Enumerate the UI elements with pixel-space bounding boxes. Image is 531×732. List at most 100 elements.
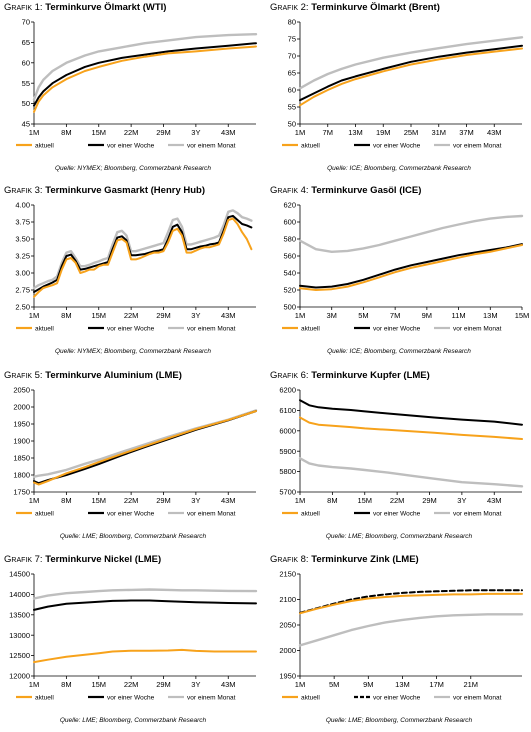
x-tick-label: 22M xyxy=(124,311,139,320)
chart-source: Quelle: LME; Bloomberg, Commerzbank Rese… xyxy=(325,533,473,540)
x-tick-label: 43M xyxy=(221,680,236,689)
y-tick-label: 580 xyxy=(283,235,296,244)
y-tick-label: 50 xyxy=(288,120,296,129)
legend-label-aktuell: aktuell xyxy=(301,142,320,149)
x-tick-label: 9M xyxy=(363,680,373,689)
legend-label-aktuell: aktuell xyxy=(35,142,54,149)
x-tick-label: 15M xyxy=(91,496,106,505)
x-tick-label: 1M xyxy=(295,496,305,505)
series-line-woche xyxy=(33,599,257,611)
y-tick-label: 14000 xyxy=(9,590,30,599)
y-tick-label: 560 xyxy=(283,252,296,261)
series-line-aktuell xyxy=(33,410,257,486)
y-tick-label: 12500 xyxy=(9,651,30,660)
x-tick-label: 29M xyxy=(156,680,171,689)
chart-panel-brent: Grafik 2: Terminkurve Ölmarkt (Brent) 50… xyxy=(270,2,528,180)
series-line-aktuell xyxy=(33,45,257,113)
y-tick-label: 2050 xyxy=(279,621,296,630)
y-tick-label: 500 xyxy=(283,303,296,312)
chart-title: Grafik 8: Terminkurve Zink (LME) xyxy=(270,554,419,565)
legend-label-aktuell: aktuell xyxy=(35,694,54,701)
series-line-monat xyxy=(298,613,524,647)
x-tick-label: 17M xyxy=(429,680,444,689)
y-tick-label: 1900 xyxy=(13,437,30,446)
x-tick-label: 3Y xyxy=(191,680,200,689)
legend-label-woche: vor einer Woche xyxy=(373,694,421,701)
x-tick-label: 29M xyxy=(422,496,437,505)
chart-number: Grafik 4: xyxy=(270,185,309,196)
x-tick-label: 1M xyxy=(29,128,39,137)
series-line-monat xyxy=(32,409,258,478)
y-tick-label: 4.00 xyxy=(15,201,30,210)
chart-title: Grafik 1: Terminkurve Ölmarkt (WTI) xyxy=(4,2,166,13)
legend-label-aktuell: aktuell xyxy=(35,325,54,332)
y-tick-label: 2050 xyxy=(13,386,30,395)
x-tick-label: 5M xyxy=(329,680,339,689)
chart-source: Quelle: LME; Bloomberg, Commerzbank Rese… xyxy=(59,533,207,540)
legend-label-monat: vor einem Monat xyxy=(453,325,502,332)
line-chart-brent: 50 55 60 65 70 75 80 1M 7M 13M 19M 25M 31M 37M 43M aktu… xyxy=(282,18,524,149)
chart-panel-henry-hub: Grafik 3: Terminkurve Gasmarkt (Henry Hu… xyxy=(4,185,262,363)
line-chart-zink: 1950 2000 2050 2100 2150 1M 5M 9M 13M 17M 21M aktue… xyxy=(279,570,524,701)
chart-panel-zink: Grafik 8: Terminkurve Zink (LME) 1950 200… xyxy=(270,554,528,732)
chart-source: Quelle: NYMEX; Bloomberg, Commerzbank Re… xyxy=(54,165,212,172)
legend-label-woche: vor einer Woche xyxy=(373,510,421,517)
x-tick-label: 13M xyxy=(483,311,498,320)
series-line-aktuell xyxy=(299,244,523,291)
series-line-monat xyxy=(298,214,524,253)
series-line-aktuell xyxy=(33,648,257,664)
chart-title: Grafik 4: Terminkurve Gasöl (ICE) xyxy=(270,185,421,196)
y-tick-label: 620 xyxy=(283,201,296,210)
y-tick-label: 2000 xyxy=(279,646,296,655)
chart-heading: Terminkurve Ölmarkt (Brent) xyxy=(311,2,440,13)
x-tick-label: 8M xyxy=(61,680,71,689)
chart-panel-kupfer: Grafik 6: Terminkurve Kupfer (LME) 5700 5… xyxy=(270,370,528,548)
y-tick-label: 13500 xyxy=(9,610,30,619)
y-tick-label: 1950 xyxy=(279,672,296,681)
x-tick-label: 1M xyxy=(295,128,305,137)
chart-heading: Terminkurve Ölmarkt (WTI) xyxy=(45,2,167,13)
y-tick-label: 2.75 xyxy=(15,286,30,295)
chart-source: Quelle: LME; Bloomberg, Commerzbank Rese… xyxy=(325,717,473,724)
y-tick-label: 70 xyxy=(22,18,30,27)
y-tick-label: 5900 xyxy=(279,447,296,456)
legend-label-woche: vor einer Woche xyxy=(107,325,155,332)
chart-heading: Terminkurve Nickel (LME) xyxy=(45,554,162,565)
y-tick-label: 3.25 xyxy=(15,252,30,261)
chart-panel-nickel: Grafik 7: Terminkurve Nickel (LME) 12000… xyxy=(4,554,262,732)
x-tick-label: 8M xyxy=(61,128,71,137)
x-tick-label: 13M xyxy=(348,128,363,137)
x-tick-label: 11M xyxy=(452,311,466,320)
legend-label-monat: vor einem Monat xyxy=(187,142,236,149)
series-line-monat xyxy=(298,36,524,90)
chart-source: Quelle: ICE; Bloomberg, Commerzbank Rese… xyxy=(327,348,471,355)
x-tick-label: 3Y xyxy=(191,128,200,137)
y-tick-label: 60 xyxy=(288,86,296,95)
x-tick-label: 3Y xyxy=(191,311,200,320)
x-tick-label: 3Y xyxy=(191,496,200,505)
y-tick-label: 6000 xyxy=(279,426,296,435)
chart-title: Grafik 5: Terminkurve Aluminium (LME) xyxy=(4,370,182,381)
y-tick-label: 65 xyxy=(288,69,296,78)
legend-label-monat: vor einem Monat xyxy=(453,142,502,149)
y-tick-label: 75 xyxy=(288,35,296,44)
chart-heading: Terminkurve Zink (LME) xyxy=(311,554,419,565)
y-tick-label: 540 xyxy=(283,269,296,278)
y-tick-label: 2000 xyxy=(13,403,30,412)
x-tick-label: 19M xyxy=(376,128,391,137)
x-tick-label: 15M xyxy=(91,311,106,320)
x-tick-label: 15M xyxy=(515,311,530,320)
series-line-woche xyxy=(299,44,523,102)
y-tick-label: 55 xyxy=(22,79,30,88)
chart-heading: Terminkurve Aluminium (LME) xyxy=(45,370,182,381)
x-tick-label: 1M xyxy=(29,680,39,689)
y-tick-label: 600 xyxy=(283,218,296,227)
y-tick-label: 1800 xyxy=(13,471,30,480)
y-tick-label: 6200 xyxy=(279,386,296,395)
series-line-monat xyxy=(32,33,258,101)
x-tick-label: 43M xyxy=(221,496,236,505)
x-tick-label: 29M xyxy=(156,311,171,320)
x-tick-label: 37M xyxy=(459,128,474,137)
x-tick-label: 25M xyxy=(404,128,419,137)
chart-number: Grafik 5: xyxy=(4,370,43,381)
